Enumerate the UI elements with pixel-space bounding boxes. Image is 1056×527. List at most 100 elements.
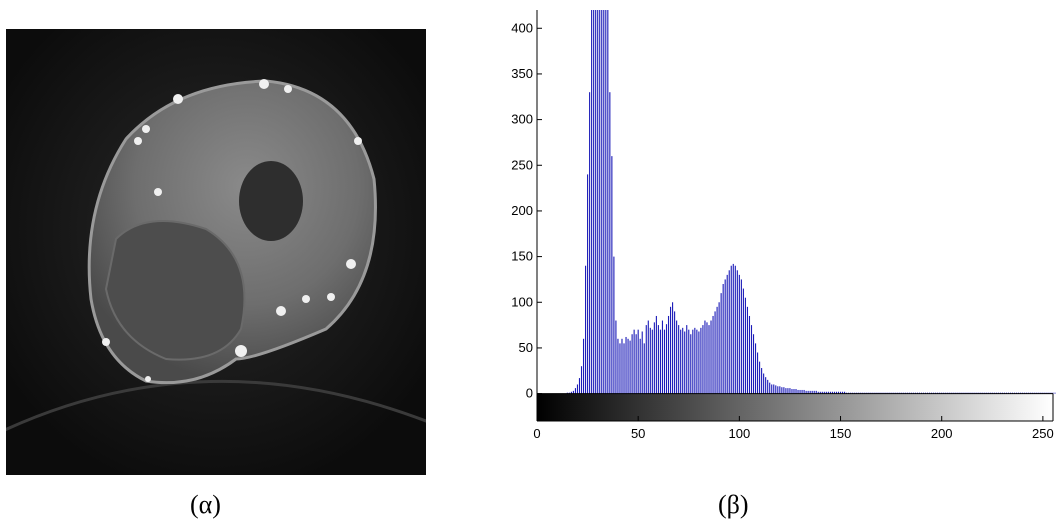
histogram-bar: [785, 388, 787, 394]
histogram-bar: [580, 366, 583, 394]
histogram-bar: [706, 322, 708, 394]
histogram-bar: [669, 306, 672, 394]
histogram-bar: [700, 327, 702, 394]
histogram-bar: [833, 391, 836, 394]
histogram-bar: [714, 311, 716, 394]
histogram-bar: [757, 352, 759, 394]
x-tick-label: 50: [631, 426, 645, 441]
histogram-bar: [702, 325, 704, 394]
histogram-bar: [767, 379, 769, 394]
histogram-bar: [752, 334, 755, 394]
histogram-bar: [663, 329, 666, 394]
histogram-bar: [809, 390, 811, 394]
x-tick-label: 250: [1032, 426, 1054, 441]
histogram-bar: [576, 384, 579, 394]
histogram-bar: [708, 325, 710, 394]
histogram-bar: [684, 331, 686, 394]
histogram-bar: [682, 327, 684, 394]
histogram-bar: [829, 391, 831, 394]
histogram-bar: [807, 390, 809, 394]
histogram-bar: [777, 386, 779, 394]
caption-alpha: (α): [190, 490, 221, 519]
histogram-bar: [744, 297, 746, 394]
histogram-bar: [603, 10, 605, 394]
histogram-bar: [801, 389, 803, 394]
histogram-bar: [742, 288, 744, 394]
histogram-bar: [813, 390, 815, 394]
histogram-bar: [651, 329, 653, 394]
histogram-bar: [647, 320, 649, 394]
histogram-bar: [821, 391, 823, 394]
y-axis-ticks: 0 50 100 150 200 250 300 350 400: [511, 20, 542, 401]
histogram-bar: [609, 92, 611, 394]
histogram-bar: [765, 377, 767, 394]
histogram-bar: [835, 391, 838, 394]
histogram-bar: [655, 315, 657, 394]
histogram-bar: [799, 389, 801, 394]
histogram-bar: [815, 390, 817, 394]
histogram-bar: [716, 306, 718, 394]
histogram-bar: [593, 10, 595, 394]
y-tick-label: 50: [519, 340, 533, 355]
histogram-bar: [665, 324, 668, 394]
histogram-bar: [769, 382, 771, 394]
histogram-bar: [667, 315, 670, 394]
histogram-bar: [698, 331, 700, 394]
histogram-bar: [601, 10, 603, 394]
y-tick-label: 350: [511, 66, 533, 81]
histogram-bar: [587, 174, 589, 394]
x-tick-label: 100: [729, 426, 751, 441]
histogram-bar: [750, 325, 753, 394]
histogram-bar: [570, 391, 572, 394]
histogram-bar: [617, 338, 619, 394]
histogram-bar: [674, 311, 676, 394]
histogram-bar: [696, 329, 698, 394]
histogram-bar: [722, 284, 724, 394]
histogram-bar: [726, 274, 728, 394]
histogram-bar: [639, 338, 641, 394]
histogram-bar: [676, 320, 678, 394]
histogram-bar: [823, 391, 825, 394]
histogram-bar: [613, 256, 615, 394]
histogram-bar: [724, 279, 726, 394]
histogram-bar: [710, 320, 712, 394]
histogram-bar: [844, 391, 846, 394]
histogram-bar: [730, 265, 732, 394]
histogram-bar: [605, 10, 607, 394]
histogram-bar: [641, 331, 643, 394]
histogram-bar: [740, 279, 742, 394]
histogram-bar: [631, 334, 633, 394]
y-tick-label: 300: [511, 112, 533, 127]
histogram-bar: [789, 388, 791, 394]
histogram-bar: [653, 322, 655, 394]
histogram-bar: [582, 338, 585, 394]
histogram-bar: [746, 306, 749, 394]
y-tick-label: 150: [511, 249, 533, 264]
histogram-bar: [718, 302, 720, 394]
histogram-bar: [688, 329, 690, 394]
histogram-bar: [831, 391, 833, 394]
x-axis-ticks: 0 50 100 150 200 250: [533, 416, 1054, 441]
histogram-bar: [728, 270, 730, 394]
histogram-bar: [761, 368, 763, 394]
histogram-bar: [585, 265, 587, 394]
histogram-bar: [635, 334, 637, 394]
histogram-bar: [672, 302, 674, 394]
histogram-bar: [825, 391, 827, 394]
caption-beta: (β): [718, 490, 749, 519]
y-tick-label: 100: [511, 294, 533, 309]
histogram-bar: [841, 391, 844, 394]
histogram-bar: [686, 325, 688, 394]
histogram-bar: [637, 329, 639, 394]
histogram-bar: [680, 329, 682, 394]
axes: [536, 10, 1054, 422]
histogram-bar: [599, 10, 601, 394]
histogram-bar: [627, 338, 629, 394]
histogram-bar: [775, 385, 777, 394]
histogram-bar: [625, 336, 627, 394]
colorbar: [537, 393, 1053, 421]
histogram-bar: [827, 391, 829, 394]
histogram-bars: [566, 10, 1056, 394]
histogram-bar: [811, 390, 813, 394]
histogram-bar: [591, 10, 593, 394]
